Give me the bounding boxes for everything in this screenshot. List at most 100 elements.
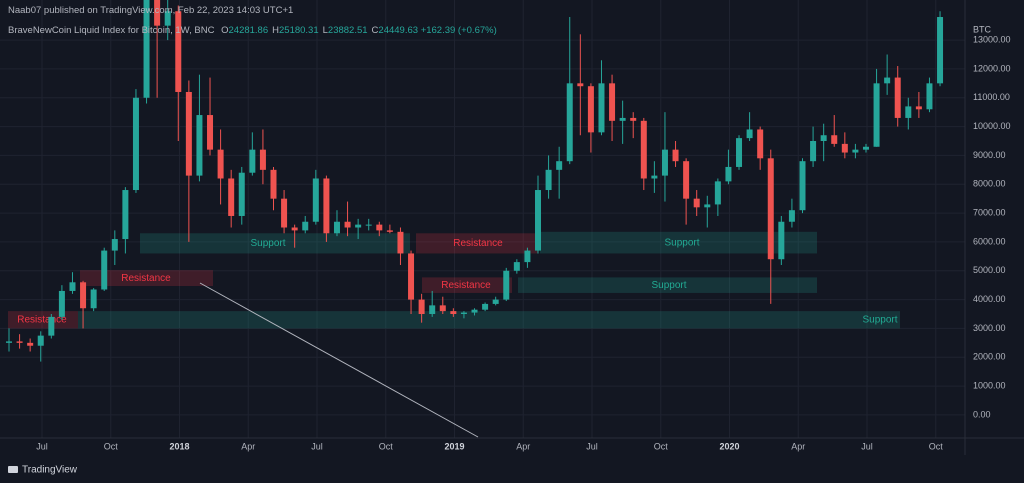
y-tick-label: 0.00 (973, 409, 991, 419)
candle-body (693, 198, 700, 208)
ohlc-key: C (371, 25, 379, 36)
candle-body (619, 117, 626, 121)
x-tick-label: Apr (791, 441, 805, 451)
candle-body (90, 289, 97, 309)
candle-body (831, 135, 838, 144)
candle-body (937, 17, 944, 84)
x-tick-label: 2019 (444, 441, 464, 451)
candle-body (503, 270, 510, 300)
zone-label: Resistance (441, 280, 491, 291)
candle-body (788, 210, 795, 222)
candle-body (16, 341, 23, 343)
x-tick-label: Jul (311, 441, 323, 451)
candle-body (450, 311, 457, 315)
candle-body (799, 161, 806, 211)
x-tick-label: Jul (36, 441, 48, 451)
published: Naab07 published on TradingView.com, Feb… (8, 5, 294, 16)
candle-body (355, 224, 362, 228)
y-tick-label: 10000.00 (973, 121, 1011, 131)
candle-body (915, 106, 922, 110)
ohlc-value: 25180.31 (279, 25, 319, 36)
candle-body (460, 312, 467, 315)
candle-body (757, 129, 764, 159)
candle-body (111, 239, 118, 251)
zone (518, 277, 817, 293)
candle-body (196, 115, 203, 176)
candle-body (894, 77, 901, 118)
candle-body (873, 83, 880, 147)
change: +162.39 (+0.67%) (420, 25, 497, 36)
x-tick-label: Oct (929, 441, 944, 451)
candle-body (207, 115, 214, 150)
candle-body (905, 106, 912, 118)
candle-body (418, 299, 425, 315)
x-tick-label: Oct (379, 441, 394, 451)
candle-body (333, 221, 340, 234)
ohlc-value: 23882.51 (327, 25, 368, 36)
y-tick-label: 7000.00 (973, 207, 1006, 217)
x-tick-label: Apr (516, 441, 530, 451)
candle-body (714, 181, 721, 205)
currency: BTC (973, 24, 992, 34)
candle-body (217, 149, 224, 179)
y-tick-label: 3000.00 (973, 323, 1006, 333)
candle-body (6, 341, 12, 343)
ohlc-key: H (272, 25, 279, 36)
candle-body (164, 11, 171, 26)
candle-body (598, 83, 605, 133)
candle-body (704, 204, 711, 208)
candle-body (492, 299, 499, 304)
candle-body (820, 135, 827, 142)
candle-body (143, 0, 150, 98)
candle-body (101, 250, 108, 290)
zone-label: Resistance (121, 273, 171, 284)
candle-body (365, 224, 372, 226)
x-tick-label: Apr (241, 441, 255, 451)
zone-label: Support (250, 238, 285, 249)
ohlc: O24281.86 H25180.31 L23882.51 C24449.63 (217, 25, 418, 36)
grid (0, 0, 965, 438)
candle-body (513, 262, 520, 271)
brand: TradingView (22, 465, 78, 476)
candle-body (778, 221, 785, 260)
candle-body (556, 161, 563, 170)
axes: 0.00 1000.00 2000.00 3000.00 4000.00 5000.00 6… (36, 34, 1010, 451)
zone-label: Support (862, 314, 897, 325)
candle-body (344, 221, 351, 228)
zone (140, 233, 410, 254)
candle-body (69, 282, 76, 291)
candle-body (535, 190, 541, 251)
candle-body (683, 161, 690, 199)
x-tick-label: 2018 (169, 441, 189, 451)
zone (422, 277, 512, 293)
candle-body (862, 146, 869, 150)
x-tick-label: 2020 (719, 441, 739, 451)
candle-body (323, 178, 330, 234)
zone-label: Resistance (17, 314, 67, 325)
zone-label: Support (664, 237, 699, 248)
ohlc-value: 24449.63 (378, 25, 419, 36)
candle-body (429, 305, 436, 315)
candle-body (132, 97, 139, 191)
zone-label: Support (651, 280, 686, 291)
y-tick-label: 5000.00 (973, 265, 1006, 275)
y-tick-label: 8000.00 (973, 179, 1006, 189)
candle-body (725, 166, 732, 182)
candle-body (27, 342, 34, 346)
y-tick-label: 11000.00 (973, 92, 1010, 102)
candle-body (630, 117, 637, 121)
y-tick-label: 1000.00 (973, 380, 1006, 390)
zone-label: Resistance (453, 238, 503, 249)
candle-body (37, 335, 44, 346)
trend-line (199, 282, 479, 438)
candle-body (587, 86, 594, 133)
candle-body (884, 77, 891, 84)
candle-body (524, 250, 531, 263)
candle-body (397, 231, 404, 254)
candle-body (302, 221, 309, 231)
candle-body (154, 0, 161, 26)
zone (78, 311, 900, 329)
x-tick-label: Jul (586, 441, 598, 451)
candle-body (238, 172, 245, 216)
